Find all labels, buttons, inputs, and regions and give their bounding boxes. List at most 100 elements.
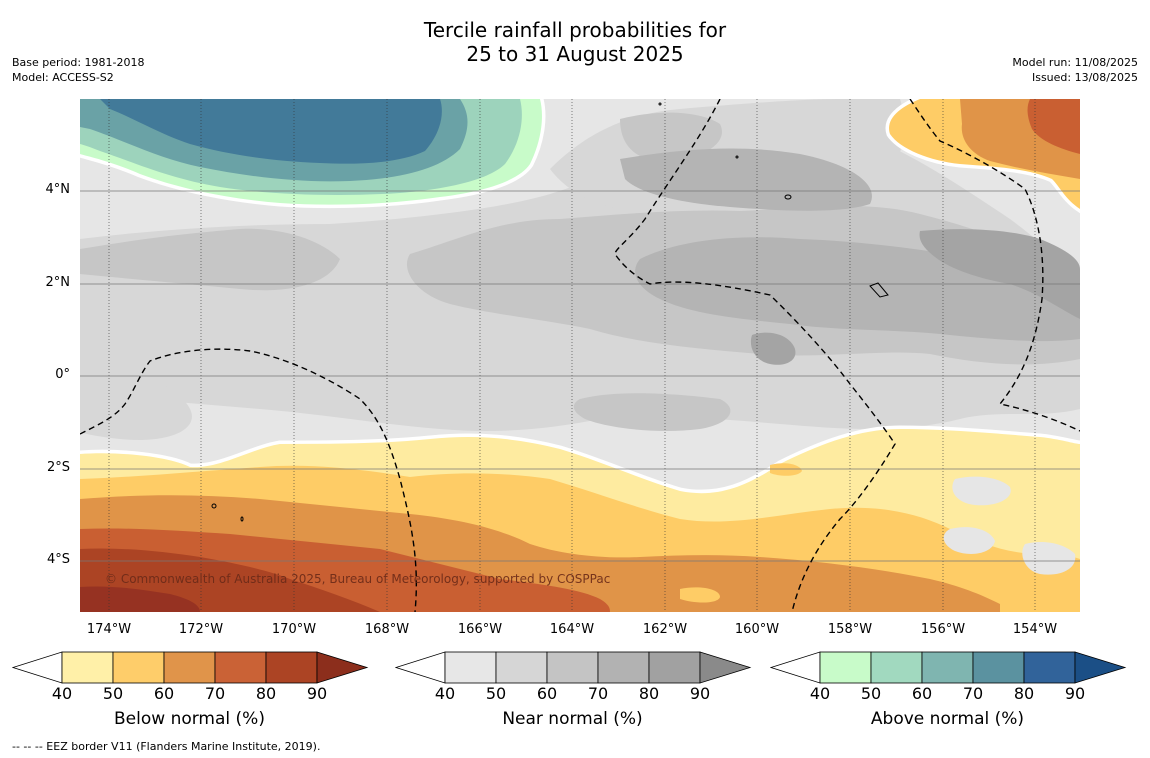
island-marker <box>211 503 217 509</box>
longitude-tick-label: 174°W <box>86 622 132 637</box>
colorbar-tick-label: 90 <box>1064 684 1086 703</box>
title-line-2: 25 to 31 August 2025 <box>466 42 684 66</box>
copyright-notice: © Commonwealth of Australia 2025, Bureau… <box>105 572 611 586</box>
issued-date: Issued: 13/08/2025 <box>1031 71 1138 84</box>
colorbar-segment <box>265 651 318 684</box>
colorbar-tick-label: 70 <box>587 684 609 703</box>
longitude-tick-label: 166°W <box>457 622 503 637</box>
model-name: Model: ACCESS-S2 <box>12 71 114 84</box>
island-marker <box>240 516 244 522</box>
map-gridlines <box>80 99 1080 612</box>
longitude-tick-label: 154°W <box>1012 622 1058 637</box>
longitude-tick-label: 172°W <box>178 622 224 637</box>
base-period: Base period: 1981-2018 <box>12 56 145 69</box>
latitude-tick-label: 0° <box>55 367 70 382</box>
near-normal-60-region <box>80 228 340 291</box>
near-normal-40-region <box>1022 542 1076 575</box>
colorbar-title: Below normal (%) <box>114 709 265 729</box>
colorbar-under-triangle <box>12 651 63 684</box>
near-normal-80-region <box>750 332 796 365</box>
near-normal-60-region <box>573 393 731 431</box>
island-marker <box>784 194 792 200</box>
colorbar-under-triangle <box>395 651 446 684</box>
longitude-tick-label: 170°W <box>271 622 317 637</box>
longitude-tick-label: 160°W <box>734 622 780 637</box>
probability-map <box>80 99 1080 612</box>
island-marker <box>869 282 889 298</box>
longitude-tick-label: 168°W <box>364 622 410 637</box>
map-title: Tercile rainfall probabilities for 25 to… <box>0 18 1150 66</box>
eez-border <box>80 99 1080 612</box>
colorbar-tick-label: 50 <box>485 684 507 703</box>
colorbar-segment <box>648 651 701 684</box>
colorbar-segment <box>819 651 872 684</box>
colorbar-tick-label: 60 <box>153 684 175 703</box>
near-normal-70-region <box>620 148 872 211</box>
colorbar-segment <box>112 651 165 684</box>
above-normal-90-region <box>100 99 442 164</box>
eez-border-line <box>80 348 418 612</box>
colorbar-segment <box>972 651 1025 684</box>
below-normal-90-region <box>80 586 200 612</box>
model-info: Base period: 1981-2018 Model: ACCESS-S2 <box>12 55 144 85</box>
run-info: Model run: 11/08/2025 Issued: 13/08/2025 <box>1012 55 1138 85</box>
colorbar-tick-label: 70 <box>204 684 226 703</box>
colorbar-tick-label: 80 <box>255 684 277 703</box>
colorbar-segment <box>444 651 497 684</box>
latitude-tick-label: 4°S <box>46 552 70 567</box>
longitude-tick-label: 162°W <box>642 622 688 637</box>
colorbar-tick-label: 90 <box>306 684 328 703</box>
below-normal-50-region <box>770 463 802 476</box>
longitude-tick-label: 156°W <box>920 622 966 637</box>
title-line-1: Tercile rainfall probabilities for <box>423 18 727 42</box>
colorbar-segment <box>214 651 267 684</box>
colorbar-segment <box>597 651 650 684</box>
latitude-tick-label: 2°S <box>46 460 70 475</box>
islands <box>211 102 889 522</box>
island-marker <box>658 102 662 106</box>
colorbar-segment <box>61 651 114 684</box>
colorbar-over-triangle <box>699 651 752 684</box>
island-marker <box>735 155 739 159</box>
near-normal-40-region <box>685 437 705 456</box>
colorbar-segment <box>921 651 974 684</box>
colorbar-segment <box>546 651 599 684</box>
colorbar-tick-label: 50 <box>860 684 882 703</box>
colorbar-under-triangle <box>770 651 821 684</box>
colorbar-tick-label: 40 <box>434 684 456 703</box>
latitude-tick-label: 4°N <box>45 182 71 197</box>
longitude-tick-label: 158°W <box>827 622 873 637</box>
eez-border-line <box>614 99 896 612</box>
colorbar <box>395 651 752 684</box>
colorbar-tick-label: 80 <box>638 684 660 703</box>
colorbar-over-triangle <box>1074 651 1127 684</box>
colorbar-tick-label: 70 <box>962 684 984 703</box>
eez-footnote: -- -- -- EEZ border V11 (Flanders Marine… <box>12 740 321 753</box>
map-canvas <box>80 99 1080 612</box>
colorbar-segment <box>1023 651 1076 684</box>
colorbar <box>770 651 1127 684</box>
near-normal-50-region <box>80 368 192 440</box>
near-normal-80-region <box>919 229 1080 319</box>
near-normal-40-region <box>943 527 995 554</box>
longitude-tick-label: 164°W <box>549 622 595 637</box>
eez-border-line <box>909 99 1080 432</box>
colorbar-tick-label: 50 <box>102 684 124 703</box>
latitude-tick-label: 2°N <box>45 275 71 290</box>
below-normal-70-region <box>1027 99 1080 154</box>
below-normal-50-region <box>680 587 720 603</box>
colorbar-tick-label: 90 <box>689 684 711 703</box>
near-normal-60-region <box>620 112 722 162</box>
model-run: Model run: 11/08/2025 <box>1012 56 1138 69</box>
colorbar-title: Above normal (%) <box>870 709 1025 729</box>
colorbar-tick-label: 60 <box>911 684 933 703</box>
colorbar-segment <box>495 651 548 684</box>
colorbar-title: Near normal (%) <box>502 709 643 729</box>
colorbar-tick-label: 40 <box>51 684 73 703</box>
colorbar-tick-label: 60 <box>536 684 558 703</box>
colorbar-segment <box>163 651 216 684</box>
colorbar-tick-label: 40 <box>809 684 831 703</box>
colorbar-segment <box>870 651 923 684</box>
colorbar-over-triangle <box>316 651 369 684</box>
colorbar <box>12 651 369 684</box>
